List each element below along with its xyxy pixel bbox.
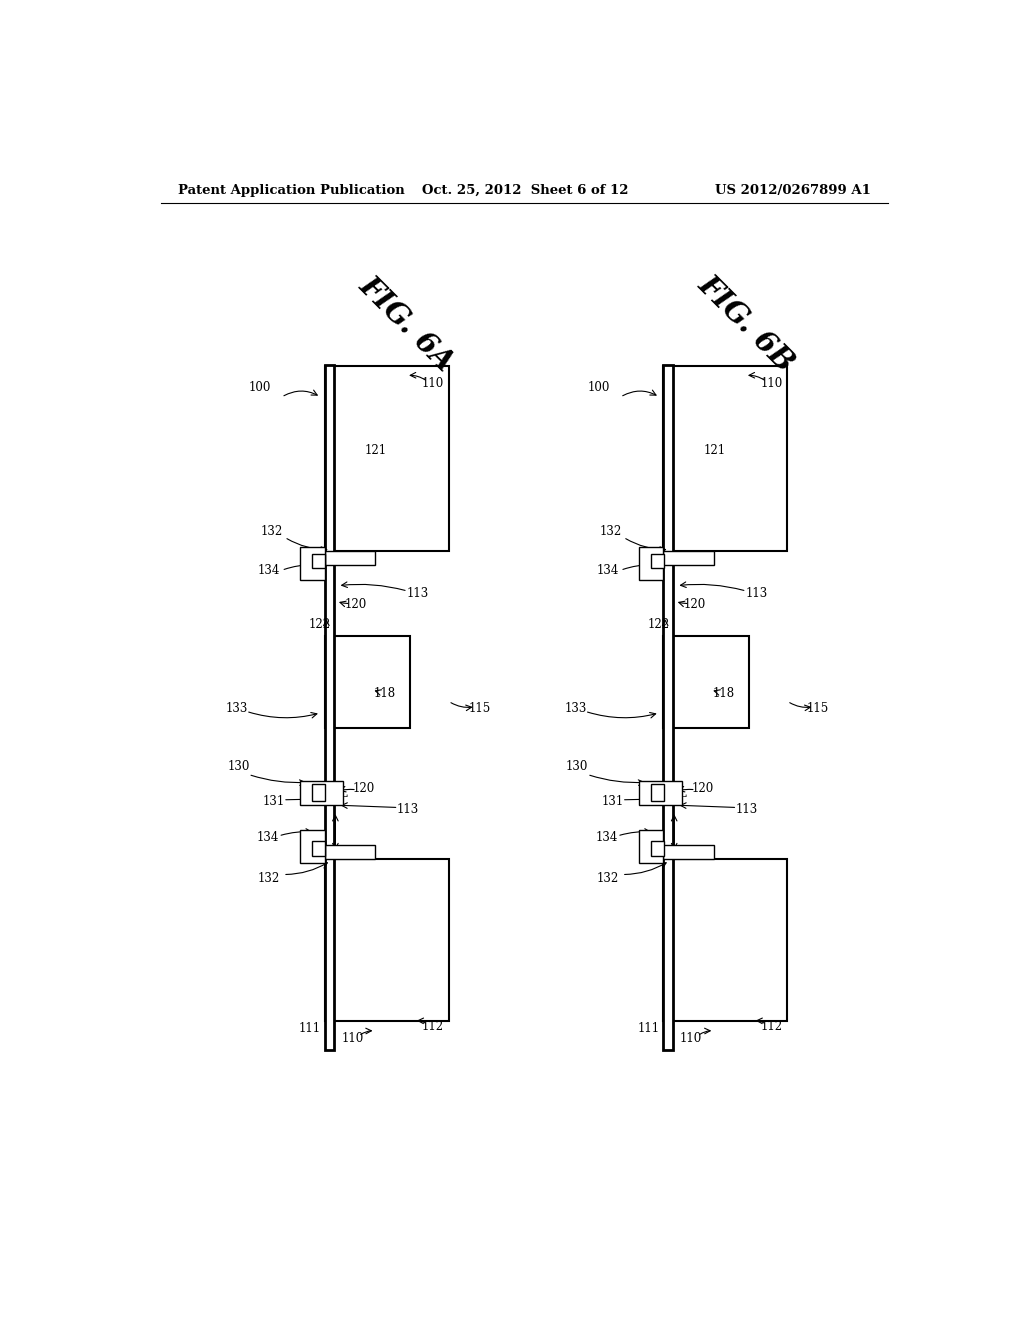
Bar xyxy=(651,554,665,568)
Bar xyxy=(300,830,325,863)
Text: 131: 131 xyxy=(601,795,624,808)
Text: 115: 115 xyxy=(468,702,490,715)
Text: 111: 111 xyxy=(638,1022,659,1035)
Bar xyxy=(664,636,749,729)
Text: FIG. 6A: FIG. 6A xyxy=(353,271,460,378)
Text: 113: 113 xyxy=(407,587,429,601)
Bar xyxy=(664,845,714,859)
Text: 134: 134 xyxy=(595,832,617,843)
Text: 120: 120 xyxy=(691,781,714,795)
Bar xyxy=(325,636,410,729)
Text: 118: 118 xyxy=(374,686,395,700)
Text: 110: 110 xyxy=(422,376,444,389)
Text: 134: 134 xyxy=(256,832,279,843)
Text: 113: 113 xyxy=(396,803,419,816)
Bar xyxy=(312,554,326,568)
Text: 132: 132 xyxy=(260,525,283,539)
Bar xyxy=(639,548,664,581)
Text: 132: 132 xyxy=(599,525,622,539)
Text: 120: 120 xyxy=(345,598,368,611)
Bar xyxy=(651,784,665,801)
Bar xyxy=(651,841,665,855)
Text: 110: 110 xyxy=(341,1032,364,1045)
Text: 115: 115 xyxy=(807,702,829,715)
Text: 131: 131 xyxy=(262,795,285,808)
Text: 118: 118 xyxy=(713,686,734,700)
Text: 134: 134 xyxy=(597,564,620,577)
Text: 113: 113 xyxy=(735,803,758,816)
Bar xyxy=(664,364,673,1051)
Text: L: L xyxy=(339,787,347,800)
Text: 130: 130 xyxy=(227,760,250,774)
Bar xyxy=(639,830,664,863)
Text: 120: 120 xyxy=(684,598,707,611)
Text: 100: 100 xyxy=(588,381,610,395)
Text: 112: 112 xyxy=(761,1020,783,1034)
Text: 122: 122 xyxy=(309,618,331,631)
Text: 120: 120 xyxy=(352,781,375,795)
Text: 133: 133 xyxy=(564,702,587,715)
Bar xyxy=(664,367,787,552)
Text: 132: 132 xyxy=(258,871,281,884)
Text: 110: 110 xyxy=(680,1032,702,1045)
Text: 110: 110 xyxy=(761,376,783,389)
Bar xyxy=(664,552,714,565)
Text: 122: 122 xyxy=(648,618,670,631)
Bar xyxy=(325,364,334,1051)
Text: 112: 112 xyxy=(422,1020,444,1034)
Bar xyxy=(325,552,376,565)
Bar xyxy=(325,367,449,552)
Bar xyxy=(300,548,325,581)
Text: L: L xyxy=(678,787,686,800)
Bar xyxy=(312,784,326,801)
Text: Patent Application Publication: Patent Application Publication xyxy=(178,185,406,197)
Text: US 2012/0267899 A1: US 2012/0267899 A1 xyxy=(716,185,871,197)
Text: 133: 133 xyxy=(225,702,248,715)
Bar xyxy=(639,780,682,805)
Text: FIG. 6B: FIG. 6B xyxy=(692,271,801,378)
Text: 134: 134 xyxy=(258,564,281,577)
Bar xyxy=(325,845,376,859)
Text: 113: 113 xyxy=(745,587,768,601)
Text: 132: 132 xyxy=(597,871,620,884)
Bar xyxy=(664,859,787,1020)
Text: 100: 100 xyxy=(249,381,271,395)
Bar xyxy=(312,841,326,855)
Bar xyxy=(325,859,449,1020)
Text: 121: 121 xyxy=(365,445,386,458)
Text: 130: 130 xyxy=(566,760,589,774)
Text: 121: 121 xyxy=(703,445,725,458)
Bar xyxy=(300,780,343,805)
Text: Oct. 25, 2012  Sheet 6 of 12: Oct. 25, 2012 Sheet 6 of 12 xyxy=(422,185,628,197)
Text: 111: 111 xyxy=(299,1022,322,1035)
